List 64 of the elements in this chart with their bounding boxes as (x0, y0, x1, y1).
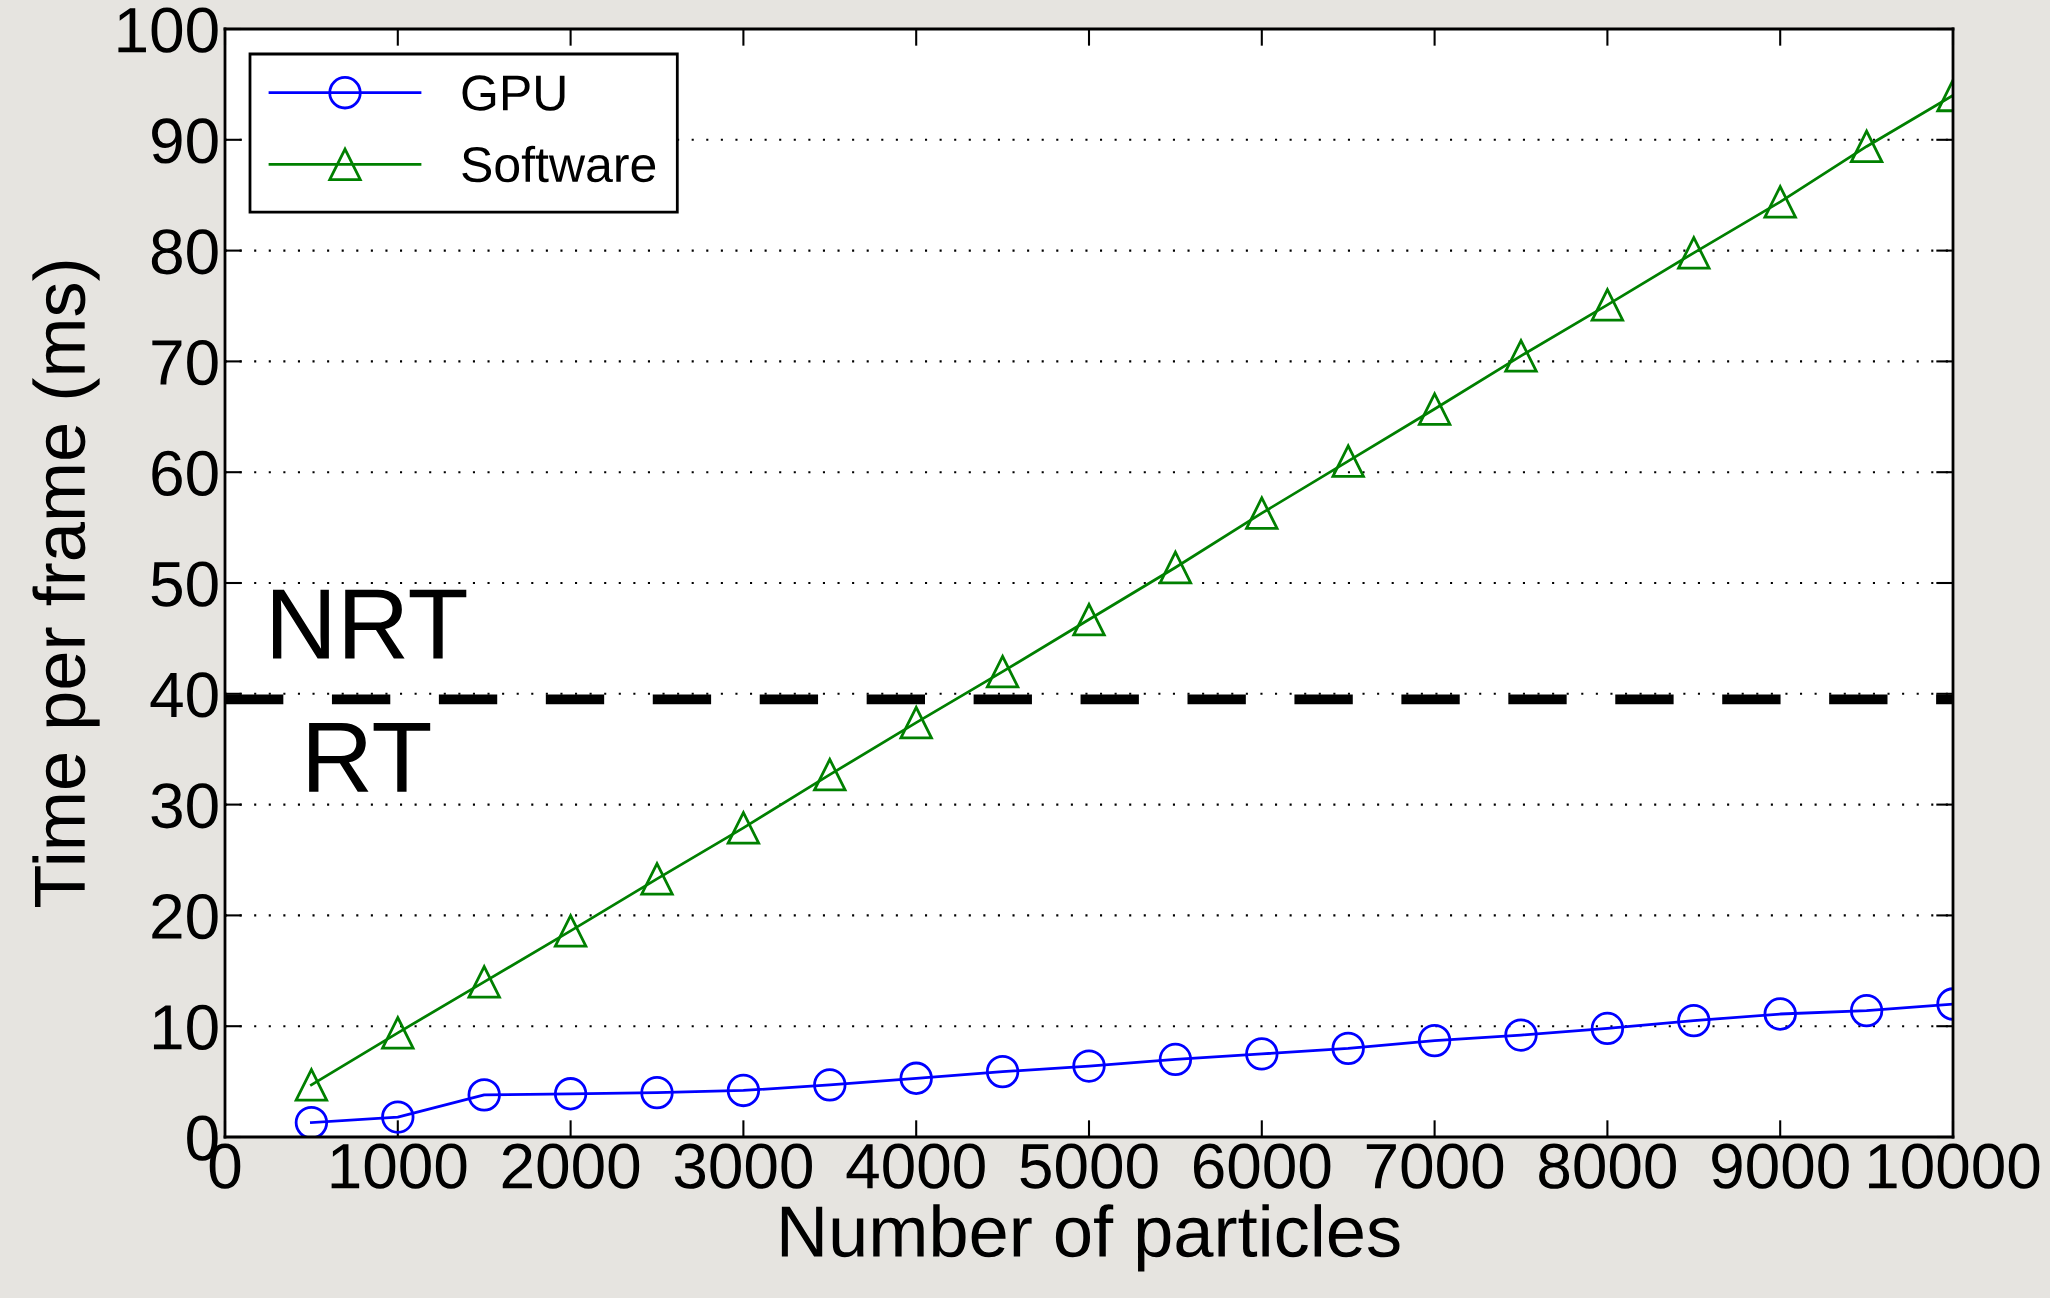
point (294, 1068, 329, 1102)
point (640, 1076, 674, 1110)
point (899, 1061, 933, 1095)
point (381, 1016, 415, 1050)
y-tick-label: 80 (151, 229, 218, 275)
point (1849, 129, 1884, 164)
point (640, 862, 674, 896)
point (1072, 602, 1106, 637)
point (467, 965, 501, 999)
x-axis-title: Number of particles (781, 1204, 1400, 1272)
point (553, 1077, 588, 1111)
point (1331, 444, 1365, 478)
point (1504, 1018, 1538, 1052)
legend-label: GPU (462, 75, 565, 111)
point (813, 758, 847, 792)
y-tick-label: 100 (118, 7, 218, 53)
x-tick-label: 2000 (502, 1143, 640, 1189)
point (1590, 288, 1625, 322)
point (1245, 1037, 1279, 1071)
x-tick-label: 9000 (1712, 1143, 1849, 1189)
point (985, 1054, 1020, 1089)
point (726, 1073, 761, 1108)
point (1417, 392, 1452, 426)
point (1245, 496, 1279, 530)
point (899, 705, 933, 740)
y-tick-label: 60 (152, 450, 218, 496)
point (1763, 997, 1797, 1031)
x-tick-label: 1000 (331, 1143, 467, 1189)
x-tick-label: 4000 (846, 1143, 985, 1189)
legend-label: Software (462, 145, 656, 183)
x-tick-label: 7000 (1366, 1143, 1504, 1189)
point (467, 1078, 501, 1112)
point (1677, 236, 1711, 270)
point (1677, 1003, 1711, 1038)
point (1158, 1042, 1193, 1077)
y-tick-label: 10 (153, 1004, 218, 1050)
point (553, 914, 588, 948)
point (726, 811, 761, 845)
point (1158, 550, 1193, 585)
point (381, 1100, 415, 1134)
annotation: NRT (273, 589, 467, 659)
x-tick-label: 10000 (1869, 1143, 2040, 1189)
y-axis-title: Time per frame (ms) (32, 261, 100, 908)
point (1763, 185, 1797, 219)
point (1331, 1031, 1365, 1066)
point (1072, 1049, 1106, 1083)
x-tick-label: 3000 (674, 1143, 812, 1189)
annotation: RT (309, 723, 431, 792)
point (813, 1068, 847, 1102)
y-tick-label: 70 (152, 339, 218, 386)
y-tick-label: 50 (151, 561, 218, 607)
x-tick-label: 6000 (1193, 1143, 1331, 1189)
point (294, 1105, 329, 1137)
point (1417, 1023, 1452, 1058)
y-tick-label: 90 (152, 118, 218, 164)
x-tick-label: 5000 (1020, 1143, 1158, 1189)
point (1504, 339, 1538, 373)
point (1590, 1011, 1625, 1046)
x-tick-label: 8000 (1539, 1143, 1676, 1189)
y-tick-label: 20 (152, 893, 218, 940)
point (1849, 994, 1884, 1028)
y-tick-label: 30 (151, 783, 218, 829)
point (985, 654, 1020, 689)
y-tick-label: 40 (150, 672, 218, 718)
